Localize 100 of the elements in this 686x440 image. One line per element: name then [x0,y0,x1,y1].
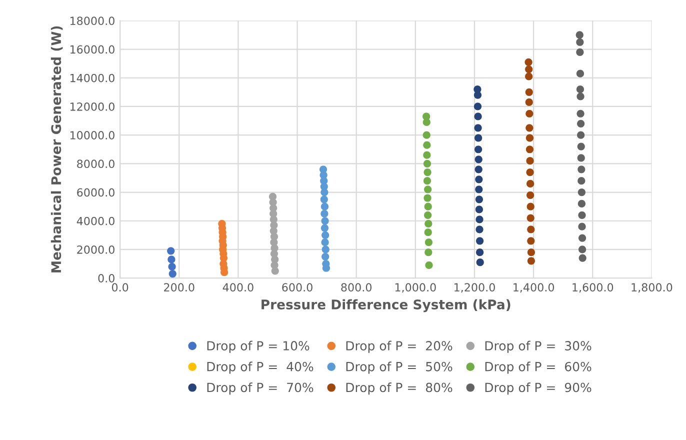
point [576,70,584,78]
point [578,246,586,254]
legend-label: Drop of P = 10% [207,340,310,353]
point [424,186,432,194]
x-axis-title: Pressure Difference System (kPa) [262,299,510,312]
point [168,270,176,278]
legend-label: Drop of P = 90% [485,382,592,395]
legend-label: Drop of P = 70% [207,382,314,395]
x-tick-label: 1,400.0 [514,283,554,293]
point [476,237,484,245]
point [422,118,430,126]
point [168,262,176,270]
point [474,156,482,164]
point [475,186,483,194]
x-tick-label: 1,000.0 [395,283,436,293]
point [423,151,431,159]
point [474,134,482,142]
point [474,112,482,120]
y-tick-label: 18000.0 [70,16,114,26]
point [322,246,330,254]
point [526,134,534,142]
point [424,194,432,202]
point [576,31,584,39]
point [578,254,586,262]
point [526,214,534,222]
legend-label: Drop of P = 80% [346,382,452,395]
y-tick-label: 8000.0 [77,160,114,168]
x-tick-label: 0.0 [112,283,128,292]
y-tick-label: 12000.0 [70,102,114,111]
point [474,91,482,99]
point [424,238,433,246]
point [527,226,535,234]
point [424,220,432,228]
point [525,98,533,106]
point [321,238,329,246]
point [474,124,482,132]
point [527,237,535,245]
x-tick-label: 1,200.0 [454,283,495,293]
point [525,65,533,74]
x-tick-label: 400.0 [222,283,254,292]
point [475,206,484,214]
point [526,146,534,154]
x-tick-label: 1,600.0 [572,283,614,293]
point [424,228,432,236]
point [474,146,482,154]
point [578,222,586,230]
point [322,252,330,260]
y-tick-label: 16000.0 [70,45,114,54]
x-tick-label: 600.0 [282,283,312,292]
point [526,202,534,210]
point [476,226,484,234]
point [476,258,484,266]
point [576,110,584,118]
y-tick-label: 14000.0 [70,74,114,82]
point [526,180,534,188]
point [527,248,535,256]
point [320,202,329,210]
x-tick-label: 800.0 [341,283,372,292]
x-tick-label: 200.0 [164,283,194,292]
point [320,196,328,204]
point [423,141,431,149]
legend-label: Drop of P = 20% [346,340,452,353]
point [424,202,432,210]
point [474,102,482,110]
point [424,211,432,219]
x-tick-label: 1,800.0 [632,283,672,293]
y-tick-label: 2000.0 [77,245,114,254]
point [271,267,279,275]
y-tick-label: 0.0 [98,274,114,282]
point [424,168,432,176]
point [578,177,586,185]
point [476,216,484,224]
point [424,248,432,256]
point [475,176,483,184]
point [526,191,534,199]
point [168,256,176,264]
point [578,166,586,174]
legend-label: Drop of P = 30% [485,340,592,353]
point [425,261,433,270]
legend-label: Drop of P = 60% [485,362,592,374]
point [526,168,534,176]
point [576,48,584,56]
point [422,131,430,139]
y-axis-title: Mechanical Power Generated (W) [50,26,63,272]
point [322,231,330,239]
point [476,248,484,256]
point [576,92,584,100]
point [576,86,584,94]
point [527,257,535,265]
point [423,160,432,168]
point [577,131,585,139]
point [525,72,533,80]
legend-label: Drop of P = 50% [346,362,452,374]
point [576,38,584,46]
point [475,196,484,204]
point [577,120,585,128]
y-tick-label: 4000.0 [76,216,114,226]
point [320,188,328,196]
point [474,166,482,174]
point [526,157,534,165]
